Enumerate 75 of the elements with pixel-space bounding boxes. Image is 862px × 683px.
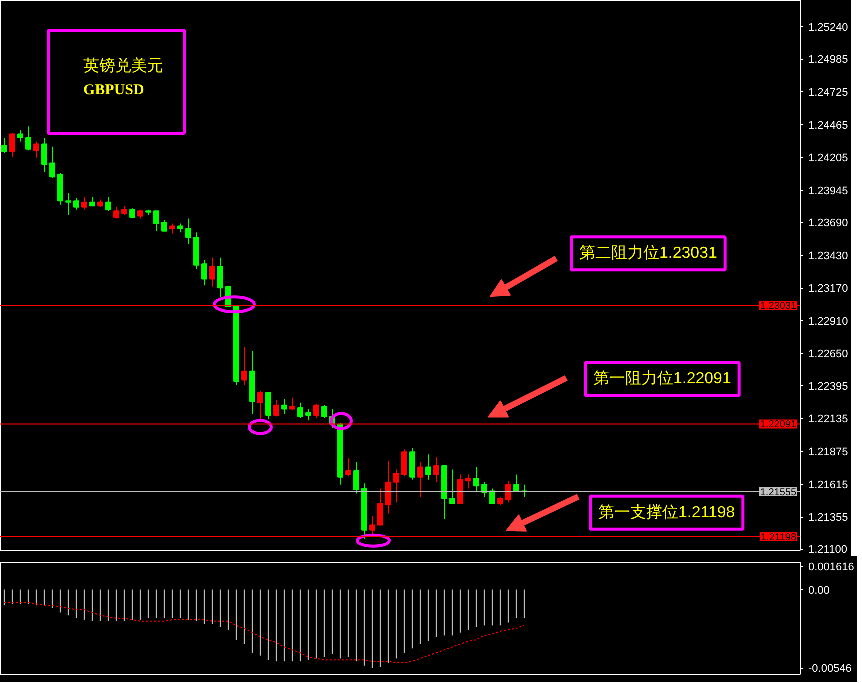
candlestick — [402, 449, 408, 477]
y-tick-label: 1.23430 — [808, 250, 848, 262]
candlestick — [466, 474, 472, 490]
y-tick-label: 1.23170 — [808, 283, 848, 296]
candlestick — [114, 206, 120, 220]
candlestick — [74, 198, 80, 210]
ref-line-label: 1.21555 — [760, 487, 797, 498]
y-tick-label: 0.001616 — [808, 562, 854, 574]
y-tick-label: 1.23945 — [808, 185, 848, 198]
candlestick — [322, 404, 328, 419]
candlestick — [306, 408, 312, 422]
text: 英镑兑美元 — [84, 57, 164, 75]
candlestick — [378, 488, 384, 526]
y-tick-label: 1.22910 — [808, 316, 848, 328]
y-tick-label: 1.24725 — [808, 86, 848, 99]
candlestick — [514, 474, 520, 492]
candlestick — [50, 146, 56, 179]
candlestick — [18, 130, 24, 142]
y-tick-label: 1.25240 — [808, 22, 848, 34]
candlestick — [290, 397, 296, 411]
candlestick — [2, 138, 8, 154]
ref-line-label: 1.21198 — [761, 532, 797, 544]
candlestick — [434, 456, 440, 483]
ref-line-label: 1.23031 — [760, 301, 797, 312]
candlestick — [474, 466, 480, 493]
y-tick-label: 1.21100 — [808, 544, 848, 556]
y-tick-label: 1.21875 — [808, 446, 848, 458]
y-tick-label: 1.24205 — [808, 152, 848, 165]
y-tick-label: 1.24465 — [808, 120, 848, 132]
candlestick — [170, 223, 176, 234]
candlestick — [426, 454, 432, 480]
y-tick-label: -0.00546 — [808, 663, 852, 676]
candlestick — [10, 132, 16, 158]
candlestick — [298, 402, 304, 419]
y-tick-label: 1.22135 — [808, 414, 848, 426]
y-tick-label: 1.24985 — [808, 54, 848, 66]
candlestick — [274, 400, 280, 418]
y-tick-label: 1.23690 — [808, 218, 848, 230]
candlestick — [154, 210, 160, 232]
candlestick — [210, 257, 216, 288]
candlestick — [418, 462, 424, 498]
y-tick-label: 0.00 — [808, 584, 830, 597]
candlestick — [266, 392, 272, 420]
candlestick — [106, 196, 112, 212]
y-tick-label: 1.21615 — [808, 479, 848, 492]
candlestick — [162, 219, 168, 232]
candlestick — [394, 469, 400, 504]
candlestick — [450, 469, 456, 504]
candlestick — [282, 398, 288, 415]
candlestick — [314, 404, 320, 419]
candlestick — [242, 346, 248, 386]
y-tick-label: 1.21355 — [808, 512, 848, 524]
candlestick — [506, 480, 512, 504]
candlestick — [202, 260, 208, 286]
candlestick — [186, 218, 192, 244]
candlestick — [346, 458, 352, 477]
y-tick-label: 1.22395 — [808, 380, 848, 393]
candlestick — [82, 196, 88, 210]
y-tick-label: 1.22650 — [808, 348, 848, 361]
candlestick — [66, 193, 72, 216]
annotation: 第一支撑位1.21198 — [598, 503, 736, 522]
candlestick — [218, 257, 224, 298]
candlestick — [458, 474, 464, 504]
annotation: 第一阻力位1.22091 — [594, 370, 732, 388]
candlestick — [354, 462, 360, 494]
candlestick — [386, 460, 392, 514]
candlestick — [26, 126, 32, 152]
text: GBPUSD — [84, 82, 145, 98]
annotation: 第二阻力位1.23031 — [580, 244, 718, 262]
candlestick — [34, 141, 40, 159]
candlestick — [370, 516, 376, 536]
candlestick — [42, 138, 48, 173]
ref-line-label: 1.22091 — [760, 420, 797, 431]
candlestick — [490, 488, 496, 504]
line-series — [4, 602, 525, 664]
